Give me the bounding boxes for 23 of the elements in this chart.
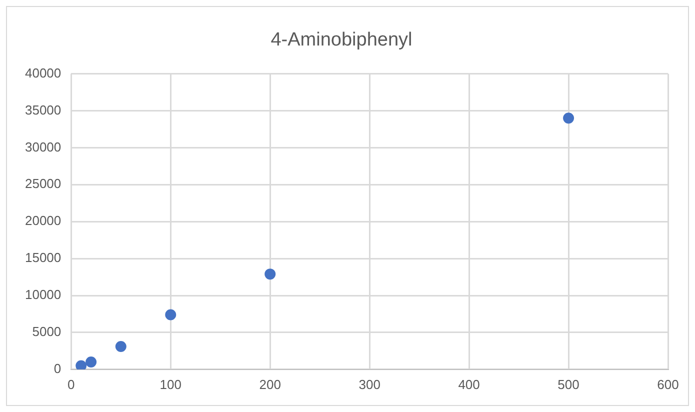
y-tick-label: 15000 <box>24 250 62 266</box>
x-tick-label: 100 <box>160 376 182 392</box>
y-tick-label: 25000 <box>24 176 62 192</box>
point <box>264 268 276 280</box>
point <box>563 112 574 124</box>
point <box>115 340 126 352</box>
y-tick-label: 40000 <box>24 65 62 80</box>
y-tick-label: 10000 <box>24 287 62 302</box>
point <box>165 309 176 320</box>
x-tick-label: 600 <box>657 376 679 392</box>
y-tick-label: 20000 <box>24 213 62 228</box>
y-tick-label: 0 <box>54 360 62 376</box>
point <box>76 360 87 370</box>
y-tick-label: 30000 <box>24 139 62 154</box>
x-tick-label: 300 <box>358 376 380 392</box>
x-tick-label: 200 <box>259 376 281 392</box>
y-tick-label: 5000 <box>32 324 62 340</box>
x-tick-label: 500 <box>558 376 580 392</box>
x-tick-label: 400 <box>458 376 480 392</box>
y-tick-label: 35000 <box>24 102 62 118</box>
chart-title: 4-Aminobiphenyl <box>270 30 412 51</box>
x-tick-label: 0 <box>68 376 75 392</box>
point <box>86 356 97 368</box>
